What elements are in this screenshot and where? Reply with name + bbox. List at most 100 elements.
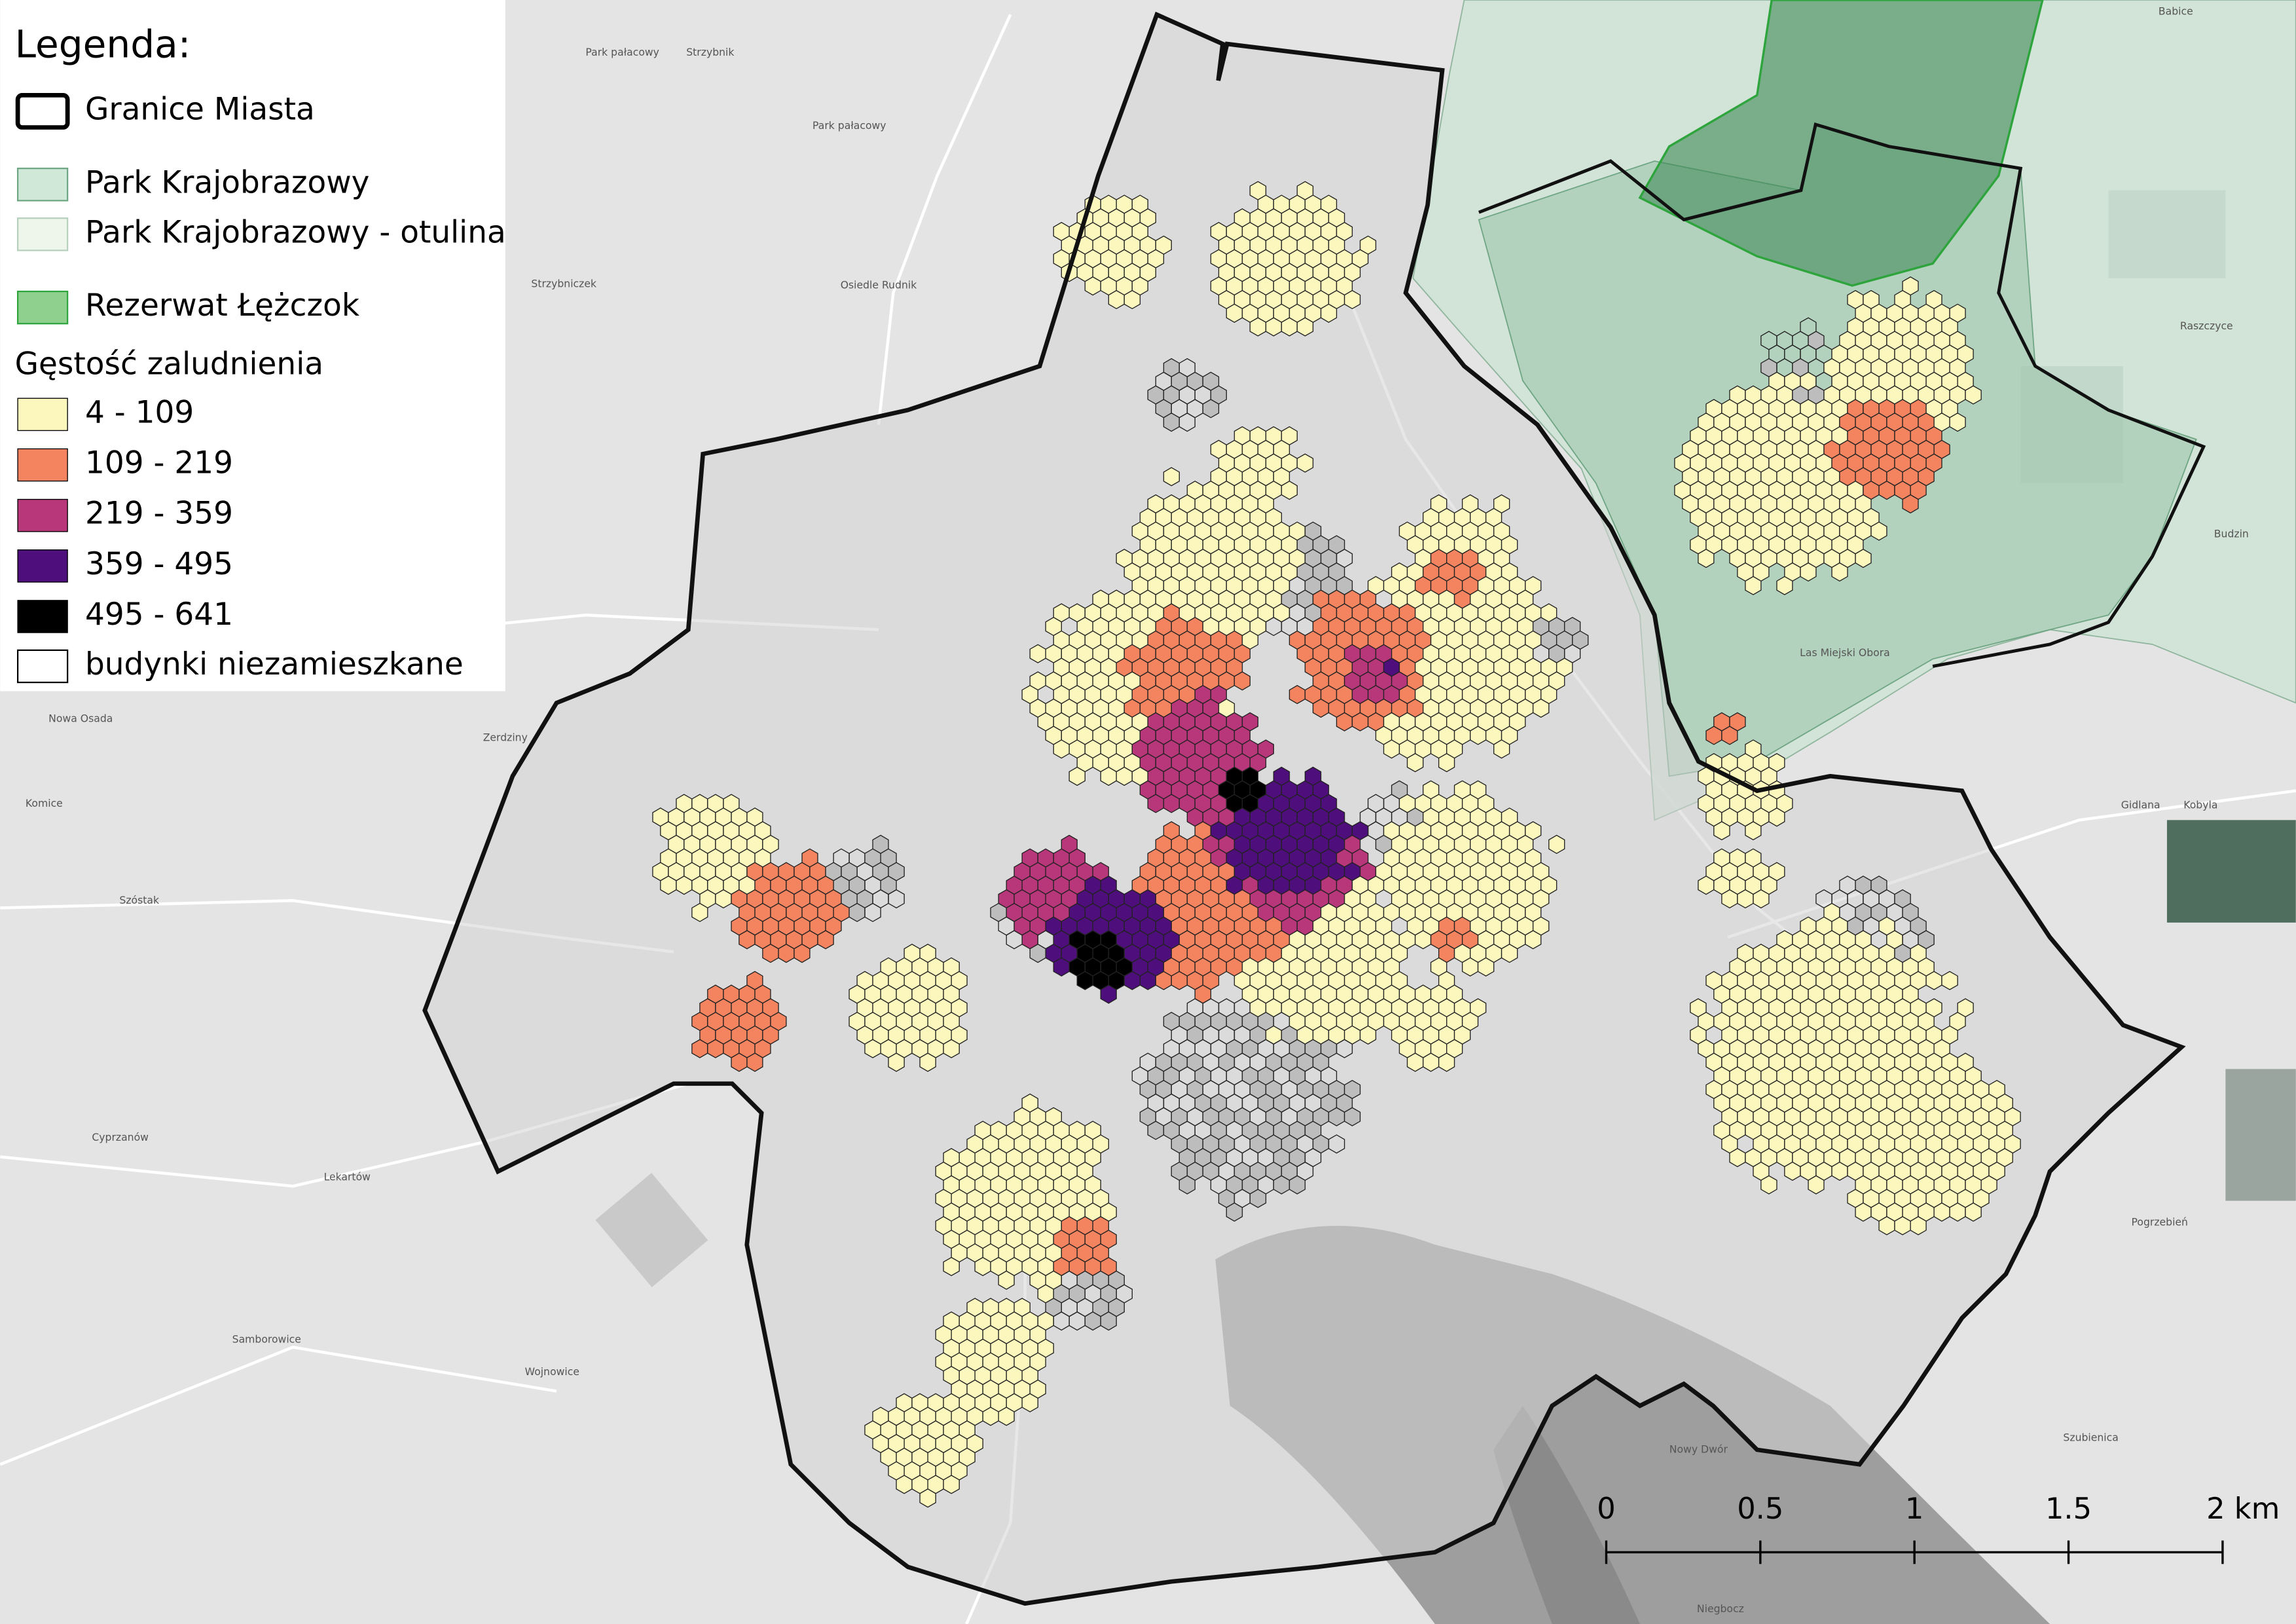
hex-density (1800, 562, 1817, 582)
place-label: Babice (2159, 5, 2193, 17)
hex-density (1941, 970, 1958, 991)
place-label: Gidlana (2121, 798, 2160, 811)
hex-density (896, 1475, 913, 1494)
hex-density (1894, 1216, 1911, 1236)
hex-density (1281, 317, 1298, 337)
hex-uninhabited (1336, 1039, 1353, 1059)
legend-title: Legenda: (15, 22, 191, 67)
place-label: Park pałacowy (812, 119, 886, 132)
hex-density (1902, 494, 1919, 514)
hex-density (1438, 1052, 1455, 1072)
legend-label: 109 - 219 (85, 445, 233, 481)
hex-grid (652, 181, 2021, 1508)
legend-label: 4 - 109 (85, 394, 194, 430)
hex-uninhabited (864, 902, 881, 923)
hex-density (919, 1488, 936, 1508)
legend-swatch (17, 448, 68, 482)
hex-uninhabited (1202, 399, 1220, 418)
hex-density (919, 1052, 936, 1072)
hex-density (1406, 753, 1424, 773)
hex-density (1265, 317, 1283, 337)
hex-density (1721, 726, 1738, 745)
hex-uninhabited (1084, 1311, 1101, 1331)
legend-label: budynki niezamieszkane (85, 646, 464, 682)
hex-density (1163, 467, 1180, 487)
reserve (1638, 0, 2044, 287)
scale-label: 1 (1905, 1491, 1923, 1526)
hex-density (1423, 1052, 1440, 1072)
hex-uninhabited (848, 902, 866, 923)
hex-density (998, 1270, 1015, 1290)
legend-swatch (16, 649, 69, 684)
place-label: Cyprzanów (92, 1131, 149, 1143)
scale-label: 0 (1597, 1491, 1615, 1526)
place-label: Strzybniczek (531, 277, 597, 289)
hex-density (1831, 1161, 1848, 1181)
legend-classes: 4 - 109 109 - 219 219 - 359 359 - 495 495 - … (17, 394, 233, 633)
hex-uninhabited (1226, 1202, 1243, 1222)
place-label: Samborowice (232, 1333, 301, 1346)
legend-swatch (16, 168, 69, 202)
place-label: Raszczyce (2180, 320, 2233, 332)
hex-density (660, 876, 677, 895)
hex-density (1155, 970, 1172, 991)
hex-density (691, 902, 708, 923)
hex-density (1855, 549, 1872, 568)
hex-density (1249, 317, 1267, 337)
hex-density (1737, 889, 1754, 909)
hex-density (1021, 1393, 1039, 1412)
hex-density (1296, 317, 1314, 337)
legend-label: Rezerwat Łężczok (85, 287, 360, 323)
scale-label: 1.5 (2045, 1491, 2092, 1526)
hex-uninhabited (1328, 1134, 1345, 1154)
hex-density (982, 1407, 999, 1426)
hex-density (1910, 1216, 1927, 1236)
hex-density (1698, 549, 1715, 568)
hex-density (1414, 930, 1432, 950)
hex-density (1870, 521, 1887, 541)
hex-density (1698, 876, 1715, 895)
hex-density (1336, 712, 1353, 731)
hex-density (1878, 481, 1895, 500)
hex-uninhabited (888, 889, 905, 909)
place-label: Komice (26, 797, 63, 809)
place-label: Osiedle Rudnik (841, 279, 918, 291)
place-label: Szóstak (119, 894, 160, 906)
hex-density (817, 930, 834, 950)
legend-swatch (16, 290, 69, 325)
hex-density (1949, 413, 1966, 432)
legend: Legenda: Granice Miasta Park Krajobrazow… (0, 0, 506, 692)
hex-density (943, 1039, 960, 1059)
hex-density (1068, 766, 1086, 786)
hex-density (1493, 739, 1510, 759)
place-label: Las Miejski Obora (1800, 646, 1890, 659)
hex-density (1100, 766, 1117, 786)
hex-density (1933, 1202, 1950, 1222)
place-label: Lekartów (324, 1170, 371, 1183)
hex-density (1808, 1175, 1825, 1194)
hex-density (974, 1257, 991, 1276)
hex-density (1925, 970, 1942, 991)
hex-density (1760, 1175, 1777, 1194)
legend-swatch (17, 397, 68, 432)
hex-density (1878, 1216, 1895, 1236)
hex-density (1288, 685, 1306, 705)
hex-density (746, 1052, 763, 1072)
hex-density (1784, 1161, 1801, 1181)
hex-uninhabited (1328, 1107, 1345, 1127)
hex-density (1721, 889, 1738, 909)
hex-density (1351, 712, 1369, 731)
legend-swatch (17, 600, 68, 633)
hex-density (1233, 671, 1251, 691)
hex-uninhabited (1249, 1189, 1267, 1208)
hex-density (1949, 1202, 1966, 1222)
legend-label: Park Krajobrazowy (85, 164, 369, 200)
hex-uninhabited (1288, 1175, 1306, 1194)
place-label: Nowa Osada (48, 712, 113, 724)
place-labels: Park pałacowy Strzybnik Park pałacowy Strzy… (26, 5, 2249, 1615)
hex-density (1753, 889, 1770, 909)
hex-uninhabited (1029, 944, 1046, 963)
hex-density (888, 1052, 905, 1072)
hex-density (1053, 739, 1070, 759)
